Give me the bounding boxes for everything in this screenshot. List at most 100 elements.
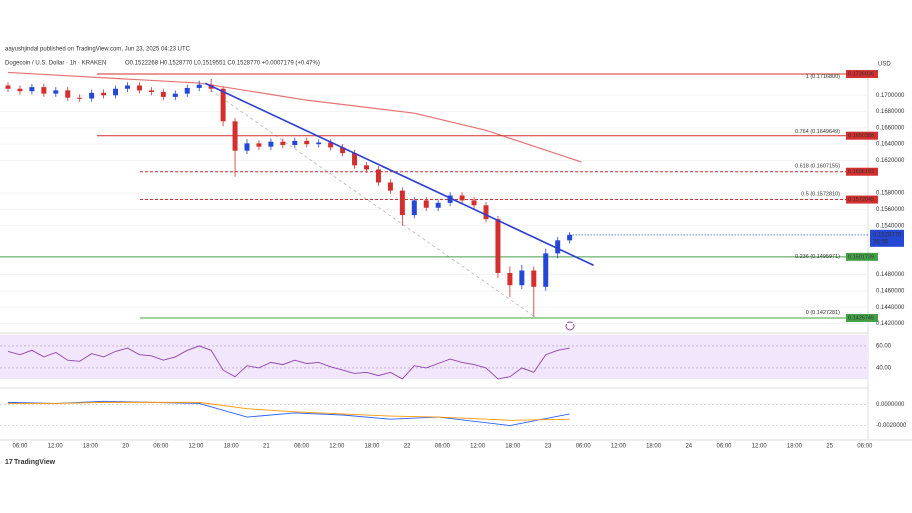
header: aayushjindal published on TradingView.co… xyxy=(5,47,191,53)
y-tick-label: 0.1680000 xyxy=(876,109,905,115)
candle-body xyxy=(125,85,130,89)
macd-line xyxy=(8,401,570,421)
candle-body xyxy=(399,190,405,216)
candle-body xyxy=(77,97,83,99)
y-tick-label: 0.1480000 xyxy=(876,272,905,278)
level-label-box xyxy=(846,313,878,322)
candle-body xyxy=(101,92,107,96)
brand-logo: 17 xyxy=(5,459,13,466)
level-label-box xyxy=(846,195,878,204)
candle-body xyxy=(519,270,525,286)
x-tick-label: 06:00 xyxy=(153,444,169,450)
candle-body xyxy=(5,85,11,89)
candle-body xyxy=(268,141,274,147)
candle-body xyxy=(352,153,358,166)
candle-body xyxy=(41,87,47,94)
x-tick-label: 18:00 xyxy=(83,444,99,450)
alert-icon xyxy=(565,321,575,331)
candle-body xyxy=(172,93,178,97)
candle-body xyxy=(364,165,369,170)
fib-label: 0.236 (0.1495971) xyxy=(795,254,840,260)
y-tick-label: 0.1640000 xyxy=(876,142,905,148)
candle-body xyxy=(567,234,573,241)
y-tick-label: 0.1420000 xyxy=(876,321,905,327)
last-price-label: 0.1528770 xyxy=(873,232,902,238)
candle-body xyxy=(232,121,238,151)
x-tick-label: 06:00 xyxy=(716,444,732,450)
rsi-tick-label: 60.00 xyxy=(876,343,892,349)
candle-body xyxy=(555,240,561,254)
chart-title: Dogecoin / U.S. Dollar · 1h · KRAKEN xyxy=(5,61,106,67)
x-tick-label: 18:00 xyxy=(364,444,380,450)
candle-body xyxy=(220,88,226,122)
x-tick-label: 06:00 xyxy=(576,444,592,450)
candle-body xyxy=(148,90,154,93)
x-tick-label: 22 xyxy=(404,444,411,450)
y-tick-label: 0.1660000 xyxy=(876,125,905,131)
level-label-box xyxy=(846,252,878,261)
y-tick-label: 0.1540000 xyxy=(876,223,905,229)
candle-body xyxy=(29,87,35,92)
x-tick-label: 25 xyxy=(826,444,833,450)
x-tick-label: 06:00 xyxy=(12,444,28,450)
trendline xyxy=(204,82,594,267)
candle-body xyxy=(256,143,262,147)
x-tick-label: 24 xyxy=(685,444,692,450)
candle-body xyxy=(292,140,298,145)
candle-body xyxy=(411,200,417,216)
candle-body xyxy=(375,169,381,183)
y-tick-label: 0.1440000 xyxy=(876,305,905,311)
candle-body xyxy=(495,219,501,273)
macd-tick-label: 0.0000000 xyxy=(876,402,905,408)
fib-label: 0.618 (0.1607155) xyxy=(795,163,840,169)
candle-body xyxy=(184,87,190,94)
candle-body xyxy=(196,84,202,88)
brand: TradingView xyxy=(14,459,56,466)
candle-body xyxy=(316,142,322,145)
level-label: 0.1572045 xyxy=(848,197,874,203)
last-price-box xyxy=(870,229,904,247)
y-tick-label: 0.1460000 xyxy=(876,288,905,294)
candle-body xyxy=(340,147,346,154)
countdown: 36:55 xyxy=(873,239,889,245)
x-tick-label: 06:00 xyxy=(294,444,310,450)
x-tick-label: 23 xyxy=(545,444,552,450)
ohlc-info: O0.1522268 H0.1528770 L0.1519551 C0.1528… xyxy=(125,61,320,67)
candle-body xyxy=(244,143,250,151)
candle-body xyxy=(543,253,549,287)
level-label: 0.1606193 xyxy=(848,169,874,175)
candle-body xyxy=(507,272,513,286)
level-label: 0.1501739 xyxy=(848,254,874,260)
level-label: 0.1426745 xyxy=(848,315,874,321)
x-tick-label: 21 xyxy=(263,444,270,450)
candle-body xyxy=(65,90,71,98)
candle-body xyxy=(423,200,429,208)
x-tick-label: 18:00 xyxy=(224,444,240,450)
candle-body xyxy=(531,270,537,287)
x-tick-label: 12:00 xyxy=(188,444,204,450)
x-tick-label: 18:00 xyxy=(646,444,662,450)
fib-label: 1 (0.1716800) xyxy=(806,74,840,80)
candle-body xyxy=(89,92,95,99)
candle-body xyxy=(136,85,142,91)
candle-body xyxy=(471,200,477,206)
y-tick-label: 0.1580000 xyxy=(876,191,905,197)
candle-body xyxy=(280,141,286,145)
fib-label: 0.764 (0.1649649) xyxy=(795,129,840,135)
x-tick-label: 12:00 xyxy=(611,444,627,450)
x-tick-label: 18:00 xyxy=(505,444,521,450)
level-label-box xyxy=(846,131,878,140)
x-tick-label: 18:00 xyxy=(787,444,803,450)
candle-body xyxy=(483,205,489,220)
rsi-line xyxy=(7,345,570,380)
candle-body xyxy=(17,88,23,92)
candle-body xyxy=(304,140,310,145)
level-label: 0.1726036 xyxy=(848,71,874,77)
rsi-band xyxy=(0,334,868,379)
y-tick-label: 0.1700000 xyxy=(876,93,905,99)
level-label-box xyxy=(846,167,878,176)
rsi-tick-label: 40.00 xyxy=(876,365,892,371)
x-tick-label: 12:00 xyxy=(470,444,486,450)
x-tick-label: 06:00 xyxy=(857,444,873,450)
